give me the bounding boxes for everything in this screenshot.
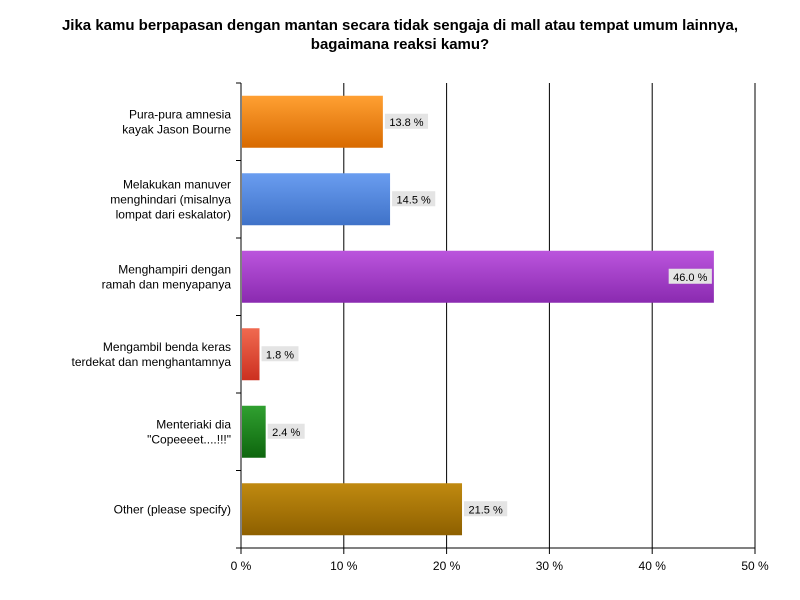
bar-layer [242, 95, 714, 536]
bar [242, 328, 260, 381]
category-label: Pura-pura amnesia kayak Jason Bourne [122, 107, 231, 136]
bar [242, 483, 463, 536]
category-label: Mengambil benda keras terdekat dan mengha… [72, 340, 232, 369]
data-label-text: 13.8 % [389, 117, 423, 129]
x-tick-label: 40 % [639, 559, 667, 573]
data-label: 2.4 % [267, 423, 305, 439]
x-tick-label: 30 % [536, 559, 564, 573]
data-label-text: 21.5 % [468, 504, 502, 516]
data-label: 14.5 % [392, 191, 436, 207]
x-tick-label: 10 % [330, 559, 358, 573]
data-label-bg [261, 346, 299, 362]
x-tick-label: 20 % [433, 559, 461, 573]
data-label-bg [668, 268, 712, 284]
bar [242, 250, 714, 303]
data-label-bg [384, 113, 429, 129]
bar [242, 173, 391, 226]
data-label: 13.8 % [384, 113, 429, 129]
axis-layer: 0 % 10 % 20 % 30 % 40 % 50 % [231, 82, 769, 573]
x-tick-label: 0 % [231, 559, 252, 573]
data-label-text: 1.8 % [266, 349, 294, 361]
data-label: 1.8 % [261, 346, 299, 362]
category-label: Melakukan manuver menghindari (misalnya lo… [110, 177, 231, 221]
category-label: Menghampiri dengan ramah dan menyapanya [102, 262, 232, 291]
data-label: 46.0 % [668, 268, 712, 284]
data-label: 21.5 % [464, 501, 508, 517]
data-label-text: 14.5 % [397, 194, 431, 206]
bar [242, 95, 383, 148]
data-label-bg [392, 191, 436, 207]
x-tick-label: 50 % [741, 559, 769, 573]
data-label-bg [267, 423, 305, 439]
category-label: Menteriaki dia "Copeeeet....!!!" [147, 417, 231, 446]
data-label-bg [464, 501, 508, 517]
data-label-text: 2.4 % [272, 427, 300, 439]
category-label: Other (please specify) [114, 502, 231, 516]
data-label-text: 46.0 % [673, 272, 707, 284]
chart-title: Jika kamu berpapasan dengan mantan secar… [61, 17, 739, 53]
label-layer: Pura-pura amnesia kayak Jason Bourne 13.8 … [72, 107, 712, 517]
bar [242, 405, 266, 458]
